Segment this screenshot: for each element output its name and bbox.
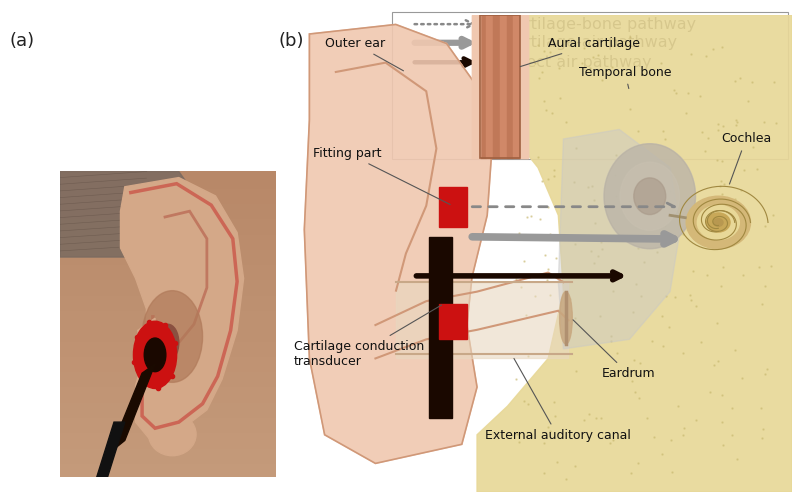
Bar [60,233,276,248]
Bar [60,462,276,477]
Bar [479,15,520,158]
Bar [500,15,506,158]
Polygon shape [110,364,155,453]
Text: (a): (a) [10,32,34,50]
Bar [60,416,276,431]
Bar [60,370,276,386]
Text: Eardrum: Eardrum [573,320,655,380]
Bar [60,309,276,324]
Polygon shape [477,15,792,492]
Bar [60,217,276,233]
Bar [60,324,276,339]
Ellipse shape [142,291,202,382]
Ellipse shape [144,338,166,372]
Text: Temporal bone: Temporal bone [578,66,671,88]
Text: Fitting part: Fitting part [314,147,450,204]
Bar [506,15,514,158]
Ellipse shape [620,162,679,230]
Bar [439,304,467,339]
Bar [396,282,569,358]
Bar [520,15,528,158]
Bar [472,15,479,158]
Ellipse shape [604,144,695,248]
Bar [60,202,276,217]
Ellipse shape [634,178,666,215]
Polygon shape [138,318,155,355]
Bar [60,431,276,446]
Ellipse shape [706,213,730,232]
Bar [439,187,467,227]
Bar [60,278,276,294]
Bar [60,446,276,462]
Text: External auditory canal: External auditory canal [485,358,630,442]
Ellipse shape [714,219,723,226]
Polygon shape [97,422,125,477]
Ellipse shape [698,205,739,240]
Polygon shape [558,129,680,349]
Text: (b): (b) [278,32,304,50]
Bar [60,386,276,401]
Text: Outer ear: Outer ear [325,37,403,71]
Polygon shape [304,24,492,463]
Bar [60,263,276,278]
Bar [60,171,276,187]
Ellipse shape [134,321,177,389]
Bar [60,294,276,309]
Ellipse shape [559,292,572,344]
Text: Aural cartilage: Aural cartilage [520,37,640,67]
Ellipse shape [604,144,695,248]
Text: Direct air pathway: Direct air pathway [503,55,651,70]
Text: Cartilage conduction
transducer: Cartilage conduction transducer [294,305,442,368]
Bar [479,15,486,158]
Bar [493,15,500,158]
Bar [472,15,479,158]
Text: Cartilage-bone pathway: Cartilage-bone pathway [503,17,696,32]
Bar [520,15,528,158]
Bar [486,15,493,158]
Bar [60,187,276,202]
Bar [514,15,520,158]
Text: Cochlea: Cochlea [721,133,771,184]
Bar [429,237,452,418]
Text: Cartilage-air pathway: Cartilage-air pathway [503,35,677,50]
Polygon shape [60,171,211,257]
Polygon shape [121,177,243,440]
Bar [60,401,276,416]
Ellipse shape [686,196,750,248]
Bar [60,339,276,355]
Bar [60,248,276,263]
Bar [60,355,276,370]
Ellipse shape [149,413,196,456]
Ellipse shape [157,324,179,361]
